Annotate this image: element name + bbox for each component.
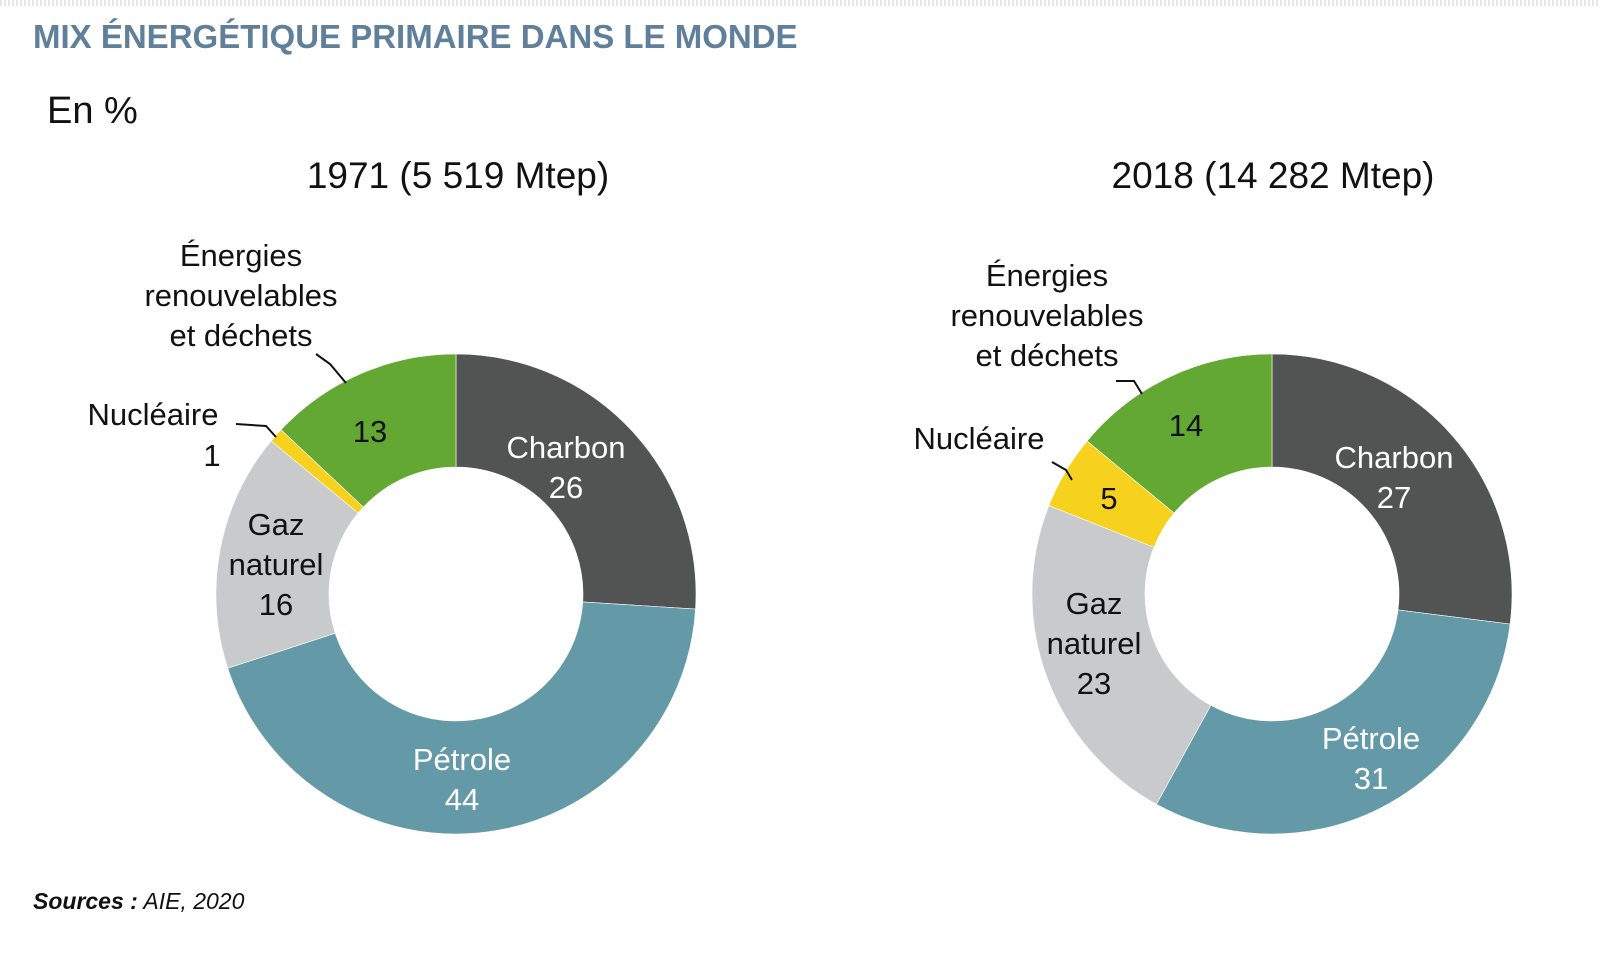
category-label-energies-renouvelables-et-dechets: Énergies: [180, 238, 302, 273]
top-border: [0, 0, 1600, 6]
category-label-gaz-naturel: Gaz: [248, 507, 305, 542]
leader-line-energies-renouvelables-et-dechets: [315, 353, 347, 384]
slice-charbon: [1271, 353, 1513, 625]
slice-gaz-naturel: [1031, 505, 1212, 805]
chart-title: 1971 (5 519 Mtep): [307, 155, 609, 196]
category-label-petrole: Pétrole: [1322, 721, 1420, 756]
category-label-energies-renouvelables-et-dechets: renouvelables: [950, 298, 1143, 333]
category-label-energies-renouvelables-et-dechets: et déchets: [169, 318, 312, 353]
category-label-nucleaire: Nucléaire: [88, 397, 219, 432]
page-title: MIX ÉNERGÉTIQUE PRIMAIRE DANS LE MONDE: [33, 18, 798, 55]
value-label-petrole: 31: [1354, 761, 1388, 796]
donut-chart-2: 2018 (14 282 Mtep) Charbon 27 Pétrole 31 Gaz n…: [914, 155, 1513, 835]
slice-energies-renouvelables-et-dechets: [1086, 353, 1273, 514]
source-note: Sources : AIE, 2020: [33, 888, 244, 915]
chart-title: 2018 (14 282 Mtep): [1112, 155, 1435, 196]
leader-line-nucleaire: [1051, 461, 1073, 481]
donut-chart-1: 1971 (5 519 Mtep) Charbon 26 Pétrole 44 Gaz na…: [88, 155, 697, 835]
unit-label: En %: [47, 90, 138, 132]
category-label-energies-renouvelables-et-dechets: et déchets: [975, 338, 1118, 373]
category-label-energies-renouvelables-et-dechets: renouvelables: [144, 278, 337, 313]
value-label-petrole: 44: [445, 782, 479, 817]
value-label-nucleaire: 5: [1100, 481, 1117, 516]
category-label-gaz-naturel: Gaz: [1066, 586, 1123, 621]
slice-petrole: [227, 601, 696, 835]
value-label-energies-renouvelables-et-dechets: 13: [353, 414, 387, 449]
slice-energies-renouvelables-et-dechets: [280, 353, 457, 508]
source-text: AIE, 2020: [143, 888, 245, 914]
category-label-nucleaire: Nucléaire: [914, 421, 1045, 456]
category-label-charbon: Charbon: [1335, 440, 1454, 475]
category-label-charbon: Charbon: [507, 430, 626, 465]
slice-petrole: [1155, 609, 1511, 835]
slice-charbon: [455, 353, 697, 610]
value-label-gaz-naturel: 23: [1077, 666, 1111, 701]
value-label-charbon: 27: [1377, 480, 1411, 515]
leader-line-nucleaire: [235, 423, 277, 438]
category-label-gaz-naturel: naturel: [1047, 626, 1142, 661]
category-label-energies-renouvelables-et-dechets: Énergies: [986, 258, 1108, 293]
leader-line-energies-renouvelables-et-dechets: [1116, 380, 1143, 395]
slice-gaz-naturel: [215, 440, 359, 669]
value-label-nucleaire: 1: [203, 438, 220, 473]
value-label-gaz-naturel: 16: [259, 587, 293, 622]
category-label-gaz-naturel: naturel: [229, 547, 324, 582]
category-label-petrole: Pétrole: [413, 742, 511, 777]
value-label-charbon: 26: [549, 470, 583, 505]
value-label-energies-renouvelables-et-dechets: 14: [1169, 408, 1203, 443]
source-prefix: Sources :: [33, 888, 138, 914]
